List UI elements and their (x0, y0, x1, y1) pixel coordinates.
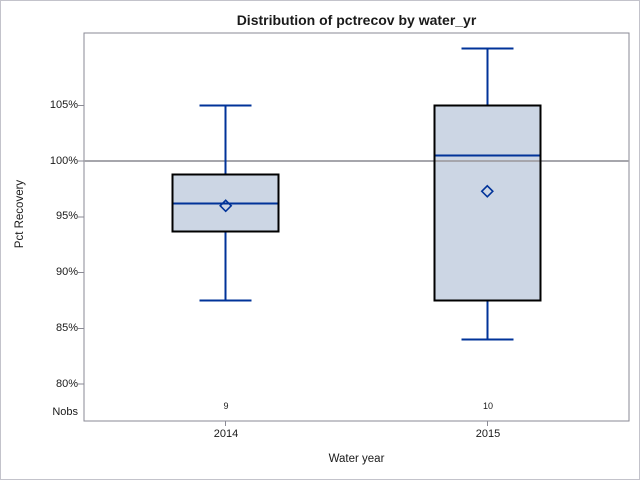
chart-title: Distribution of pctrecov by water_yr (236, 12, 477, 28)
x-tick-label-2015: 2015 (475, 428, 501, 440)
y-tick-label-100: 100% (49, 155, 78, 167)
y-axis-title: Pct Recovery (14, 179, 26, 249)
y-tick-label-85: 85% (55, 322, 78, 334)
y-tick-label-80: 80% (55, 378, 78, 390)
x-axis-title: Water year (328, 453, 385, 465)
y-tick-label-95: 95% (55, 210, 78, 222)
x-tick-label-2014: 2014 (213, 428, 239, 440)
nobs-value-2015: 10 (482, 401, 493, 411)
nobs-row-label: Nobs (52, 406, 78, 418)
nobs-value-2014: 9 (223, 401, 229, 411)
y-tick-label-90: 90% (55, 266, 78, 278)
y-tick-label-105: 105% (49, 99, 78, 111)
